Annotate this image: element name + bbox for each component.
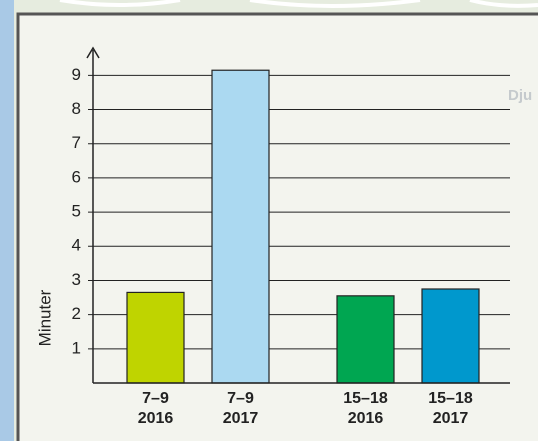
y-tick-label: 1 bbox=[72, 338, 81, 357]
y-tick-label: 3 bbox=[72, 270, 81, 289]
map-label: Dju bbox=[508, 87, 532, 104]
bar bbox=[126, 291, 185, 384]
y-tick-label: 9 bbox=[72, 65, 81, 84]
x-tick-label: 15–18 2017 bbox=[428, 390, 473, 427]
bar bbox=[211, 69, 270, 384]
map-water bbox=[0, 0, 14, 441]
y-tick-label: 7 bbox=[72, 133, 81, 152]
x-tick-label: 15–18 2016 bbox=[343, 390, 388, 427]
y-tick-label: 8 bbox=[72, 99, 81, 118]
bar bbox=[421, 288, 480, 384]
x-tick-label: 7–9 2017 bbox=[222, 390, 259, 427]
y-axis-arrow bbox=[86, 46, 100, 59]
x-tick-label: 7–9 2016 bbox=[137, 390, 174, 427]
map-road bbox=[59, 0, 538, 8]
y-tick-label: 5 bbox=[72, 202, 81, 221]
y-tick-label: 2 bbox=[72, 304, 81, 323]
y-axis-label: Minuter bbox=[35, 289, 54, 346]
y-tick-label: 6 bbox=[72, 167, 81, 186]
y-tick-label: 4 bbox=[72, 236, 81, 255]
bar bbox=[336, 295, 395, 384]
